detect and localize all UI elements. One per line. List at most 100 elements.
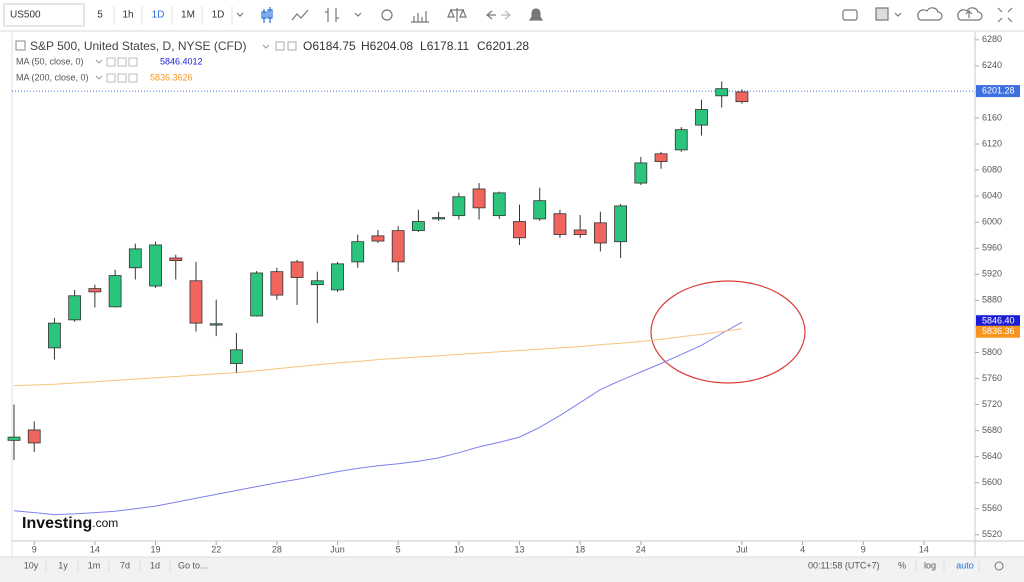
ohlc-item: H6204.08 <box>361 39 413 53</box>
y-tick-label: 6160 <box>982 112 1002 122</box>
candle-body <box>452 196 466 217</box>
dropdown-arrow[interactable] <box>894 12 902 17</box>
y-tick-label: 5920 <box>982 269 1002 279</box>
scale-option[interactable]: auto <box>956 560 974 570</box>
x-tick-label: 18 <box>575 544 585 554</box>
candle-body <box>48 322 61 349</box>
dropdown-arrow[interactable] <box>236 12 244 17</box>
cloud-save-icon[interactable] <box>957 7 983 21</box>
settings-icon[interactable] <box>106 57 116 67</box>
indicator-icon[interactable] <box>291 9 309 21</box>
ohlc-item: L6178.11 <box>420 39 470 53</box>
hide-icon[interactable] <box>117 73 127 83</box>
x-tick-label: Jul <box>736 544 748 554</box>
candle-body <box>270 271 284 296</box>
x-tick-label: 28 <box>272 544 282 554</box>
hide-icon[interactable] <box>117 57 127 67</box>
candle-body <box>614 205 627 243</box>
study-price-label: 5846.40 <box>982 316 1015 326</box>
y-tick-label: 5800 <box>982 347 1002 357</box>
x-tick-label: 5 <box>396 544 401 554</box>
y-tick-label: 5720 <box>982 399 1002 409</box>
redo-icon[interactable] <box>501 10 511 20</box>
cloud-load-icon[interactable] <box>917 7 943 21</box>
candle-body <box>472 188 486 209</box>
x-tick-label: 22 <box>211 544 221 554</box>
x-tick-label: 14 <box>90 544 100 554</box>
camera-icon[interactable] <box>842 9 858 21</box>
x-tick-label: 9 <box>32 544 37 554</box>
toolbar-icons <box>236 7 1013 23</box>
fullscreen-icon[interactable] <box>997 7 1013 23</box>
y-tick-label: 5960 <box>982 243 1002 253</box>
x-tick-label: 10 <box>454 544 464 554</box>
ohlc-value: 6204.08 <box>370 39 414 53</box>
close-icon[interactable] <box>128 57 138 67</box>
ohlc-value: 6184.75 <box>312 39 356 53</box>
ohlc-value: 6201.28 <box>486 39 530 53</box>
drawing-icon[interactable] <box>325 8 339 22</box>
close-icon[interactable] <box>287 41 297 51</box>
dropdown-arrow[interactable] <box>262 44 270 49</box>
candle-body <box>593 222 607 244</box>
range-button[interactable]: 10y <box>24 560 39 570</box>
dropdown-arrow[interactable] <box>95 75 103 80</box>
settings-icon[interactable] <box>381 9 393 21</box>
y-tick-label: 5640 <box>982 451 1002 461</box>
color-icon[interactable] <box>875 7 889 21</box>
compare-icon[interactable] <box>411 11 429 23</box>
x-tick-label: 14 <box>919 544 929 554</box>
legend-title: S&P 500, United States, D, NYSE (CFD) <box>30 39 247 53</box>
candle-body <box>189 280 203 324</box>
study-value: 5846.4012 <box>160 56 203 66</box>
interval-button[interactable]: 1D <box>212 10 225 21</box>
x-tick-label: 19 <box>151 544 161 554</box>
symbol[interactable]: US500 <box>10 10 41 21</box>
interval-button[interactable]: 1D <box>152 10 165 21</box>
interval-button[interactable]: 1h <box>122 10 133 21</box>
dropdown-arrow[interactable] <box>354 12 362 17</box>
settings-icon[interactable] <box>106 73 116 83</box>
y-tick-label: 5560 <box>982 503 1002 513</box>
range-button[interactable]: 7d <box>120 560 130 570</box>
goto-button[interactable]: Go to... <box>178 560 208 570</box>
candle-body <box>250 272 264 317</box>
scale-option[interactable]: log <box>924 560 936 570</box>
collapse-icon[interactable] <box>15 40 26 51</box>
logo: Investing.com <box>22 515 118 532</box>
range-button[interactable]: 1d <box>150 560 160 570</box>
y-tick-label: 6040 <box>982 190 1002 200</box>
toolbar <box>0 0 1024 31</box>
study-price-label-box <box>976 315 1020 328</box>
settings-icon[interactable] <box>275 41 285 51</box>
y-tick-label: 6240 <box>982 60 1002 70</box>
moving-average-line <box>13 321 743 516</box>
candles-icon[interactable] <box>261 7 273 23</box>
candle-body <box>331 263 344 291</box>
highlight-ellipse <box>650 280 806 384</box>
undo-icon[interactable] <box>486 10 496 20</box>
logo-word: Investing <box>22 515 92 532</box>
study-price-label-box <box>976 325 1020 338</box>
study-price-label: 5836.36 <box>982 326 1015 336</box>
x-tick-label: 13 <box>514 544 524 554</box>
candle-body <box>674 129 688 151</box>
scale-option[interactable]: % <box>898 560 906 570</box>
candle-body <box>533 200 547 220</box>
interval-button[interactable]: 5 <box>97 10 103 21</box>
candle-body <box>169 257 183 262</box>
range-button[interactable]: 1y <box>58 560 68 570</box>
balance-icon[interactable] <box>447 8 467 22</box>
alert-icon[interactable] <box>528 8 544 21</box>
symbol-box[interactable] <box>3 3 85 27</box>
range-button[interactable]: 1m <box>88 560 101 570</box>
dropdown-arrow[interactable] <box>95 59 103 64</box>
interval-button[interactable]: 1M <box>181 10 195 21</box>
close-icon[interactable] <box>128 73 138 83</box>
candle-body <box>432 217 446 220</box>
settings-icon[interactable] <box>994 561 1004 571</box>
ohlc-letter: C <box>477 39 486 53</box>
ohlc-value: 6178.11 <box>427 39 470 53</box>
